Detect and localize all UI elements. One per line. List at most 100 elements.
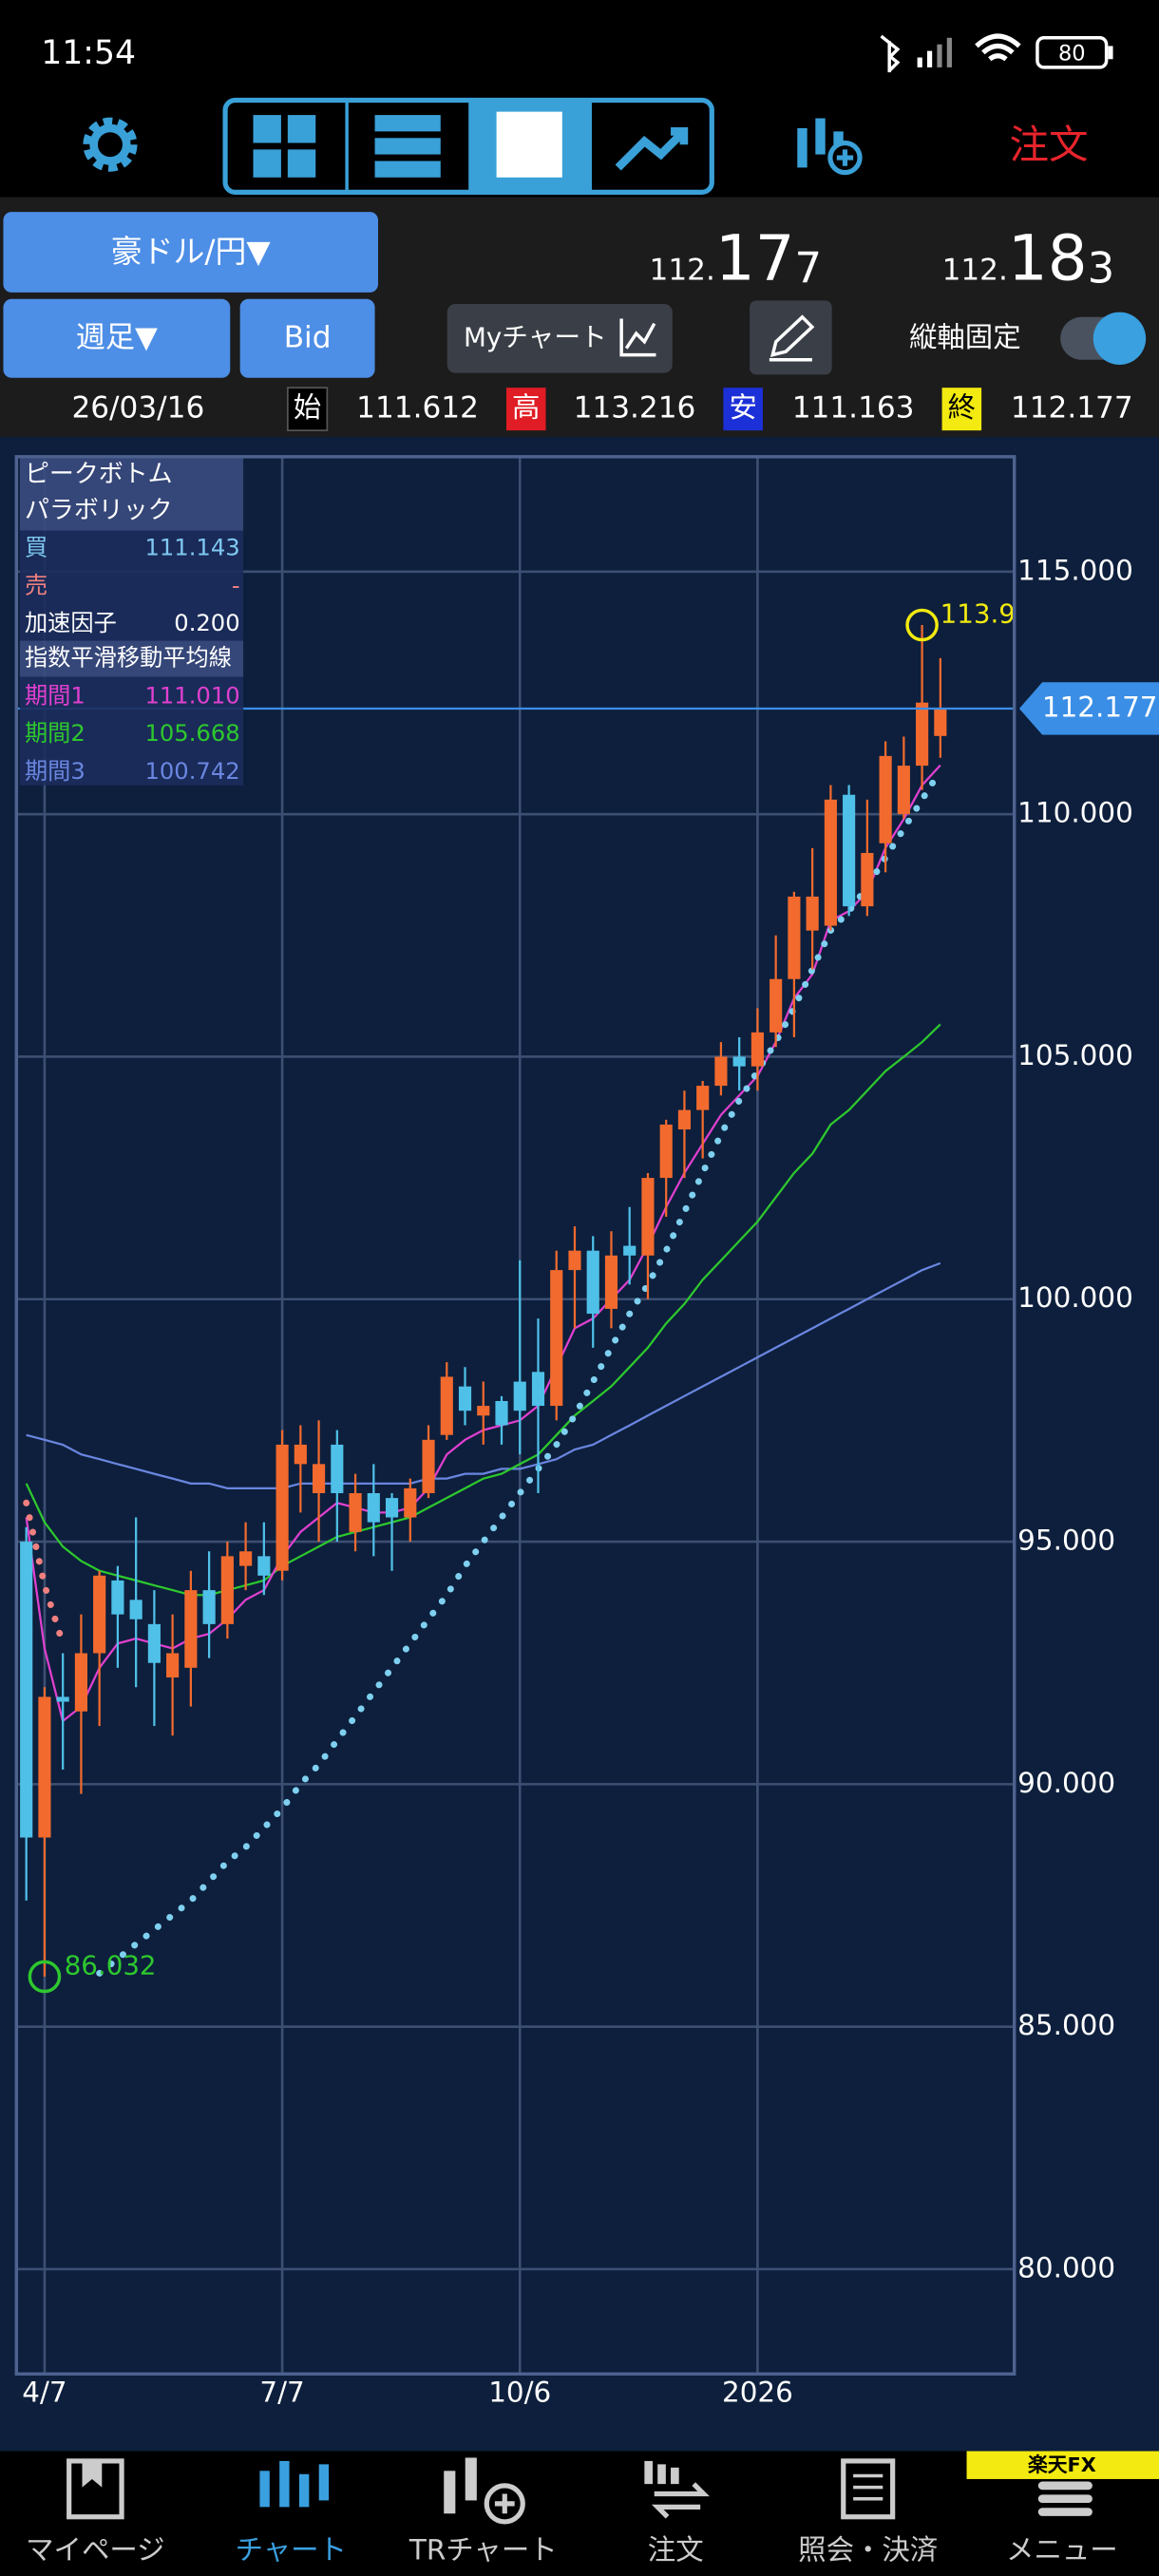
candle-body [349,1492,362,1532]
panel-title: 指数平滑移動平均線 [25,645,232,672]
peak-marker [905,608,939,642]
brand-badge [966,2451,1159,2479]
y-tick-label: 95.000 [1017,1525,1115,1557]
add-indicator-button[interactable] [797,118,863,176]
bottom-label: 86.032 [65,1950,157,1981]
nav-item[interactable]: チャート [236,2534,347,2567]
draw-button[interactable] [750,300,832,375]
candle-body [202,1590,216,1624]
candle-body [897,766,910,815]
layout-switcher[interactable] [222,97,714,195]
y-tick-label: 110.000 [1017,797,1133,829]
nav-item[interactable]: 照会・決済 [798,2534,938,2567]
candle-body [74,1653,87,1712]
pencil-icon [769,314,815,362]
candle-body [422,1439,435,1493]
candle-body [477,1406,490,1416]
side-button[interactable] [239,298,375,378]
ask-price: 112.183 [942,222,1115,295]
candle-body [495,1400,508,1426]
high-badge-label: 高 [512,391,540,424]
my-chart-label: Myチャート [464,321,607,352]
candle-body [531,1372,545,1407]
fix-axis-label: 縦軸固定 [909,321,1021,353]
candle-body [257,1556,271,1576]
pair-button[interactable] [3,212,379,293]
ohlc-close: 112.177 [1011,391,1133,426]
y-tick-label: 80.000 [1017,2251,1115,2283]
nav-item[interactable]: TRチャート [408,2534,558,2567]
candle-body [129,1600,142,1619]
candle-body [513,1381,526,1411]
nav-item[interactable]: メニュー [1006,2534,1118,2567]
panel-label: 期間2 [25,720,86,747]
period-label: 週足▼ [76,320,158,354]
plot-frame [14,455,1016,2376]
last-price-label: 112.177 [1042,691,1158,723]
bid-price: 112.177 [650,222,823,295]
ohlc-date: 26/03/16 [71,391,204,426]
candle-body [38,1696,51,1838]
panel-value: 0.200 [174,610,239,636]
last-price-tag [1018,682,1159,735]
candle-body [111,1580,124,1615]
y-tick-label: 100.000 [1017,1281,1133,1314]
candle-body [550,1270,563,1407]
panel-value: 111.143 [144,535,239,561]
ohlc-open: 111.612 [356,391,479,426]
my-chart-icon [619,318,656,357]
close-badge-label: 終 [948,391,976,424]
high-badge [505,388,546,431]
order-button[interactable]: 注文 [1010,122,1089,168]
candle-body [861,852,874,907]
battery-level: 80 [1058,42,1086,66]
candle-body [20,1542,33,1838]
status-icons [880,33,1113,73]
candle-body [750,1032,764,1067]
period-button[interactable] [3,298,231,378]
open-badge-label: 始 [294,391,321,424]
settings-button[interactable] [83,117,138,172]
panel-label: 買 [25,535,48,561]
candle-body [770,978,783,1032]
candle-body [806,896,819,931]
fix-axis-toggle[interactable] [1060,312,1147,365]
candle-body [879,755,892,843]
panel-title: パラボリック [25,496,173,524]
ohlc-high: 113.216 [574,391,696,426]
panel-label: 期間1 [25,682,86,709]
bottom-nav [0,2451,1159,2576]
panel-label: 期間3 [25,758,86,785]
ohlc-low: 111.163 [792,391,915,426]
panel-title: ピークボトム [25,460,173,488]
my-chart-button[interactable] [446,303,673,373]
low-badge [723,388,763,431]
candle-body [220,1556,234,1624]
peak-label: 113.9 [940,598,1016,630]
panel-value: 100.742 [144,758,239,785]
brand-label: 楽天FX [1028,2453,1096,2476]
panel-label: 加速因子 [25,610,117,636]
candle-body [313,1464,326,1493]
ema-line [26,1261,941,1489]
chart: 113.9 86.032 [16,456,1016,2375]
pair-label: 豪ドル/円▼ [111,233,272,270]
candle-body [458,1386,472,1411]
candle-body [331,1444,344,1493]
panel-value: - [232,572,240,598]
candle-body [568,1250,581,1271]
nav-icons [66,2457,1092,2525]
x-tick-label: 2026 [722,2377,793,2409]
x-tick-label: 7/7 [259,2377,304,2409]
candle-body [788,896,801,979]
candle-body [934,708,947,736]
nav-item[interactable]: マイページ [26,2534,164,2567]
candle-body [294,1444,307,1465]
candle-body [93,1575,106,1654]
nav-item[interactable]: 注文 [648,2534,704,2567]
panel-value: 111.010 [144,682,239,709]
candle-body [677,1109,692,1130]
candle-body [440,1376,453,1435]
candle-body [732,1056,746,1067]
